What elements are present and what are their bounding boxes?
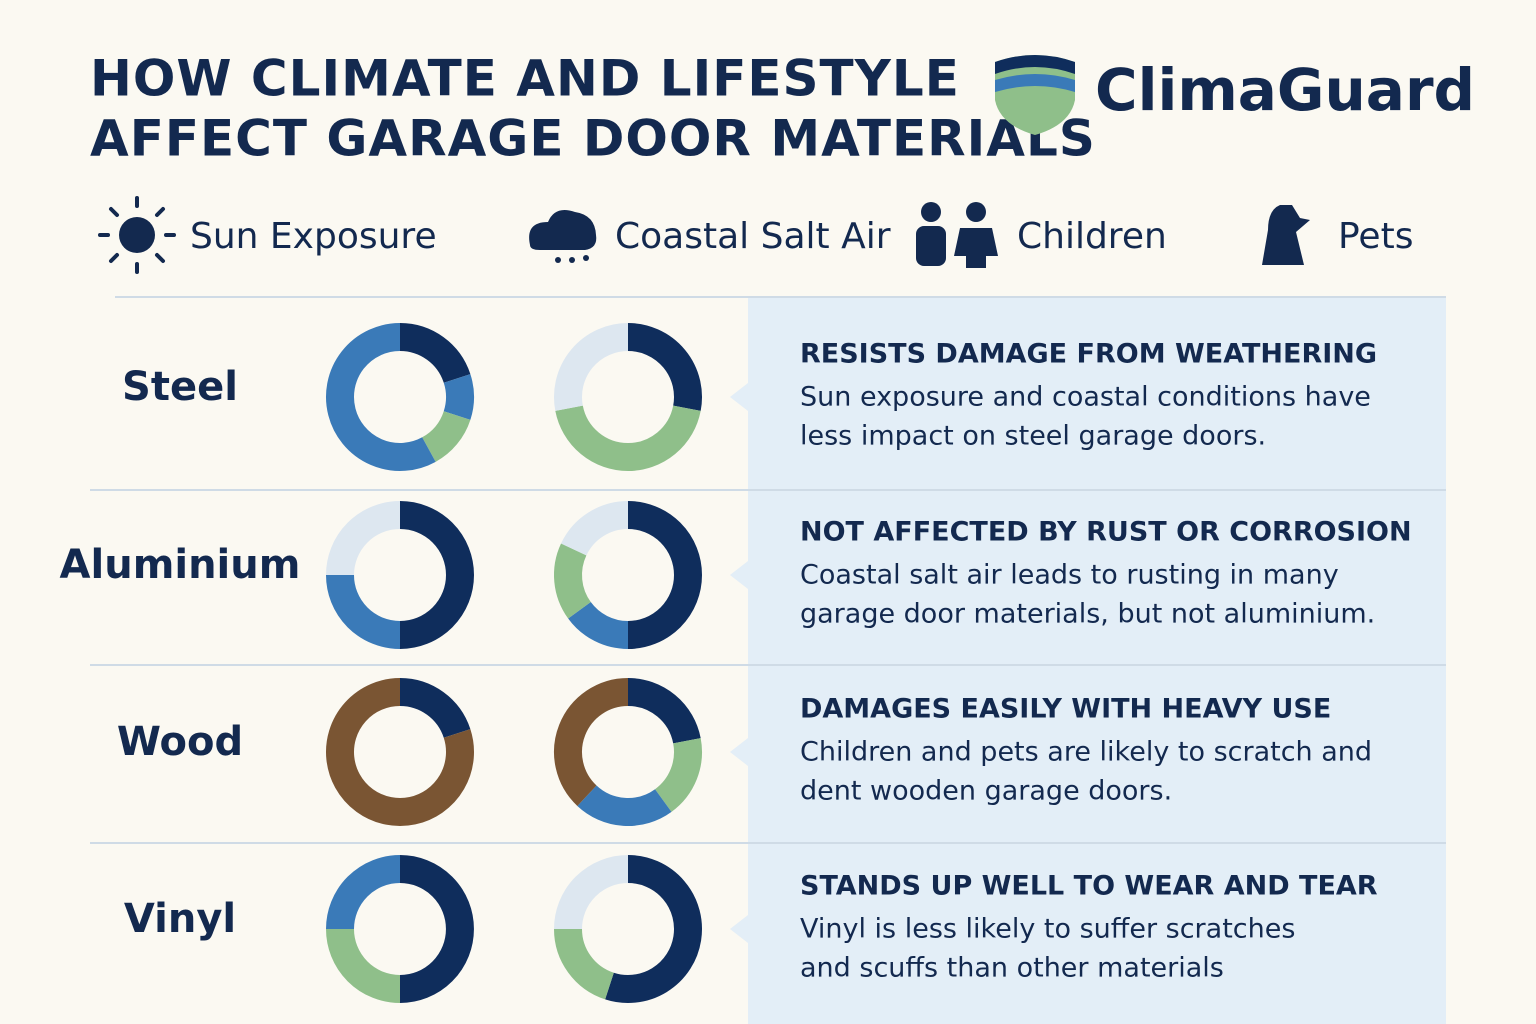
donut-segment xyxy=(554,323,629,411)
donut-segment xyxy=(555,405,701,471)
material-label: Steel xyxy=(122,364,238,410)
donut-segment xyxy=(399,678,471,739)
row-text: dent wooden garage doors. xyxy=(800,776,1172,807)
material-label: Aluminium xyxy=(60,542,301,588)
material-label: Wood xyxy=(117,719,243,765)
row-text: and scuffs than other materials xyxy=(800,953,1224,984)
donut-segment xyxy=(399,855,474,1003)
donut-segment xyxy=(399,323,471,384)
info-panel xyxy=(748,297,1446,1024)
donut-segment xyxy=(627,323,702,411)
brand: ClimaGuard xyxy=(1095,56,1475,124)
donut-segment xyxy=(627,501,702,649)
donut-segment xyxy=(577,785,672,826)
row-heading: STANDS UP WELL TO WEAR AND TEAR xyxy=(800,871,1378,902)
donut-segment xyxy=(421,410,471,462)
panel-pointer xyxy=(730,561,748,589)
donut-segment xyxy=(443,374,474,420)
row-dividers xyxy=(90,296,1446,844)
row-text: less impact on steel garage doors. xyxy=(800,421,1266,452)
donut-segment xyxy=(554,855,629,930)
legend-label: Children xyxy=(1017,216,1167,257)
donut-segment xyxy=(399,501,474,649)
donut-segment xyxy=(554,543,592,619)
donut-segment xyxy=(326,928,401,1003)
donut-segment xyxy=(554,928,615,1000)
donut-segment xyxy=(568,601,629,649)
row-heading: RESISTS DAMAGE FROM WEATHERING xyxy=(800,339,1377,370)
donut-segment xyxy=(561,501,629,557)
donut-segment xyxy=(326,501,401,576)
row-text: Children and pets are likely to scratch … xyxy=(800,737,1372,768)
donut-segment xyxy=(326,574,401,649)
legend-label: Sun Exposure xyxy=(190,216,437,257)
row-text: garage door materials, but not aluminium… xyxy=(800,599,1375,630)
donut-segment xyxy=(326,855,401,930)
legend-label: Pets xyxy=(1338,216,1413,257)
donut-segment xyxy=(326,678,474,826)
legend-label: Coastal Salt Air xyxy=(615,216,891,257)
row-text: Vinyl is less likely to suffer scratches xyxy=(800,914,1295,945)
row-heading: DAMAGES EASILY WITH HEAVY USE xyxy=(800,694,1331,725)
row-heading: NOT AFFECTED BY RUST OR CORROSION xyxy=(800,517,1412,548)
donut-segment xyxy=(326,323,436,471)
donut-segment xyxy=(605,855,702,1003)
panel-pointer xyxy=(730,738,748,766)
donut-segment xyxy=(627,678,701,745)
donut-segment xyxy=(654,738,702,812)
donut-segment xyxy=(554,678,629,806)
legend-icons xyxy=(98,196,1310,274)
panel-pointer xyxy=(730,915,748,943)
title: HOW CLIMATE AND LIFESTYLE xyxy=(90,50,960,108)
row-text: Coastal salt air leads to rusting in man… xyxy=(800,560,1339,591)
material-label: Vinyl xyxy=(124,896,236,942)
row-text: Sun exposure and coastal conditions have xyxy=(800,382,1371,413)
title: AFFECT GARAGE DOOR MATERIALS xyxy=(90,110,1096,168)
panel-pointer xyxy=(730,383,748,411)
logo xyxy=(995,55,1075,135)
